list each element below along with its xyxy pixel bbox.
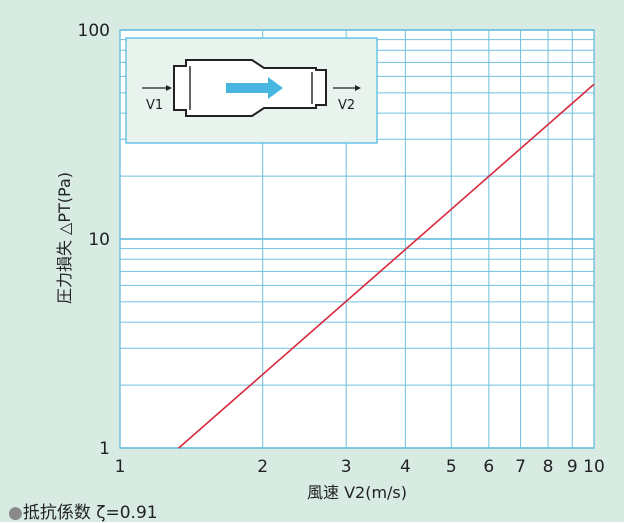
x-tick-label: 9 bbox=[567, 457, 578, 477]
x-tick-label: 6 bbox=[483, 457, 494, 477]
y-tick-label: 1 bbox=[99, 439, 110, 459]
v2-label: V2 bbox=[338, 98, 355, 113]
y-axis-label: 圧力損失 △PT(Pa) bbox=[55, 172, 74, 304]
flow-arrow-body bbox=[226, 83, 270, 93]
x-tick-label: 7 bbox=[515, 457, 526, 477]
duct-joints bbox=[189, 66, 313, 110]
flow-arrow-head bbox=[268, 77, 283, 99]
inset-diagram: V1 V2 bbox=[125, 37, 378, 144]
x-tick-label: 8 bbox=[543, 457, 554, 477]
series-line bbox=[178, 83, 595, 449]
x-tick-label: 5 bbox=[446, 457, 457, 477]
bullet-icon: ● bbox=[8, 503, 23, 523]
y-tick-label: 100 bbox=[78, 21, 110, 41]
x-tick-label: 10 bbox=[583, 457, 605, 477]
x-tick-label: 3 bbox=[341, 457, 352, 477]
outlet-arrowhead bbox=[355, 85, 361, 91]
series-layer bbox=[178, 83, 595, 449]
resistance-coefficient-note: ●抵抗係数 ζ=0.91 bbox=[8, 498, 158, 523]
y-tick-label: 10 bbox=[88, 230, 110, 250]
resistance-coefficient-text: 抵抗係数 ζ=0.91 bbox=[22, 503, 158, 523]
plot-frame bbox=[119, 29, 595, 449]
x-tick-labels: 1 2 3 4 5 6 7 8 9 10 bbox=[115, 457, 605, 477]
x-tick-label: 4 bbox=[400, 457, 411, 477]
v1-label: V1 bbox=[146, 98, 163, 113]
y-tick-labels: 1 10 100 bbox=[78, 21, 110, 459]
x-tick-label: 2 bbox=[257, 457, 268, 477]
inlet-arrowhead bbox=[166, 85, 172, 91]
x-axis-label: 風速 V2(m/s) bbox=[307, 483, 407, 502]
x-tick-label: 1 bbox=[115, 457, 126, 477]
